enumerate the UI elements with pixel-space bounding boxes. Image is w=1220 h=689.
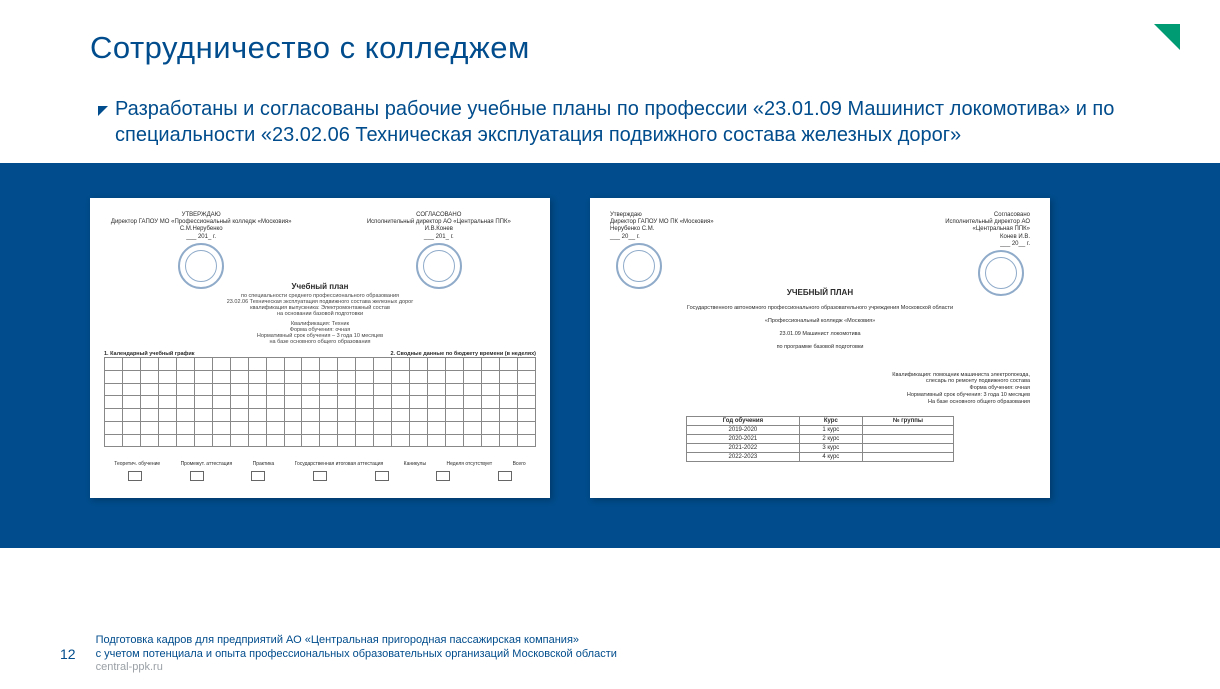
legend-2: Практика <box>253 461 275 467</box>
curriculum-doc-2: Утверждаю Директор ГАПОУ МО ПК «Московия… <box>590 198 1050 498</box>
doc1-heading: Учебный план <box>104 282 536 291</box>
stamp-icon <box>416 243 462 289</box>
doc1-approve-left-text: УТВЕРЖДАЮ Директор ГАПОУ МО «Профессиона… <box>104 212 298 241</box>
stamp-icon <box>178 243 224 289</box>
legend-labels: Теоретич. обучение Промежут. аттестация … <box>104 461 536 467</box>
bullet-text: Разработаны и согласованы рабочие учебны… <box>115 96 1130 148</box>
yt-r0c1: 1 курс <box>799 425 862 434</box>
yt-r3c2 <box>862 452 953 461</box>
doc2-approve-right: Согласовано Исполнительный директор АО «… <box>842 208 1036 278</box>
footer-url: central-ppk.ru <box>96 661 617 675</box>
page-number: 12 <box>60 646 76 662</box>
doc1-sub: по специальности среднего профессиональн… <box>104 293 536 317</box>
doc2-sub2: «Профессиональный колледж «Московия» <box>604 318 1036 325</box>
yt-r2c1: 3 курс <box>799 443 862 452</box>
header: Сотрудничество с колледжем <box>0 0 1220 76</box>
footer-text: Подготовка кадров для предприятий АО «Це… <box>96 634 617 675</box>
corner-accent <box>1154 24 1180 50</box>
doc1-qual: Квалификация: Техник Форма обучения: очн… <box>104 321 536 345</box>
stamp-icon <box>616 243 662 289</box>
yt-r2c0: 2021-2022 <box>687 443 800 452</box>
legend-0: Теоретич. обучение <box>114 461 160 467</box>
doc1-approve-left: УТВЕРЖДАЮ Директор ГАПОУ МО «Профессиона… <box>104 208 298 278</box>
doc1-approve-right: СОГЛАСОВАНО Исполнительный директор АО «… <box>342 208 536 278</box>
yt-r1c0: 2020-2021 <box>687 434 800 443</box>
yt-h1: Курс <box>799 416 862 425</box>
legend-6: Всего <box>513 461 526 467</box>
doc2-sub1: Государственного автономного профессиона… <box>604 305 1036 312</box>
doc2-approve-right-text: Согласовано Исполнительный директор АО «… <box>842 212 1030 248</box>
footer: 12 Подготовка кадров для предприятий АО … <box>0 634 1220 675</box>
doc2-sub4: по программе базовой подготовки <box>604 344 1036 351</box>
bullet-marker <box>98 106 108 116</box>
legend-4: Каникулы <box>404 461 426 467</box>
legend-5: Неделя отсутствует <box>447 461 493 467</box>
doc2-heading: УЧЕБНЫЙ ПЛАН <box>604 288 1036 297</box>
footer-line2: с учетом потенциала и опыта профессионал… <box>96 648 617 662</box>
yt-h2: № группы <box>862 416 953 425</box>
calendar-grid <box>104 357 536 447</box>
yt-r3c1: 4 курс <box>799 452 862 461</box>
doc2-sub3: 23.01.09 Машинист локомотива <box>604 331 1036 338</box>
yt-r2c2 <box>862 443 953 452</box>
curriculum-doc-1: УТВЕРЖДАЮ Директор ГАПОУ МО «Профессиона… <box>90 198 550 498</box>
documents-band: УТВЕРЖДАЮ Директор ГАПОУ МО «Профессиона… <box>0 163 1220 548</box>
stamp-icon <box>978 250 1024 296</box>
doc2-desc: Квалификация: помощник машиниста электро… <box>604 372 1030 406</box>
legend-swatches <box>104 471 536 481</box>
legend-3: Государственная итоговая аттестация <box>295 461 384 467</box>
doc1-approve-right-text: СОГЛАСОВАНО Исполнительный директор АО «… <box>342 212 536 241</box>
yt-r0c0: 2019-2020 <box>687 425 800 434</box>
bullet-section: Разработаны и согласованы рабочие учебны… <box>0 76 1220 163</box>
yt-r0c2 <box>862 425 953 434</box>
year-table: Год обучения Курс № группы 2019-20201 ку… <box>686 416 954 462</box>
yt-r3c0: 2022-2023 <box>687 452 800 461</box>
yt-r1c2 <box>862 434 953 443</box>
page-title: Сотрудничество с колледжем <box>90 30 1130 66</box>
company-logo-icon <box>1122 625 1170 673</box>
legend-1: Промежут. аттестация <box>181 461 233 467</box>
yt-h0: Год обучения <box>687 416 800 425</box>
footer-line1: Подготовка кадров для предприятий АО «Це… <box>96 634 617 648</box>
doc2-approve-left: Утверждаю Директор ГАПОУ МО ПК «Московия… <box>604 208 798 278</box>
doc2-approve-left-text: Утверждаю Директор ГАПОУ МО ПК «Московия… <box>610 212 798 241</box>
yt-r1c1: 2 курс <box>799 434 862 443</box>
